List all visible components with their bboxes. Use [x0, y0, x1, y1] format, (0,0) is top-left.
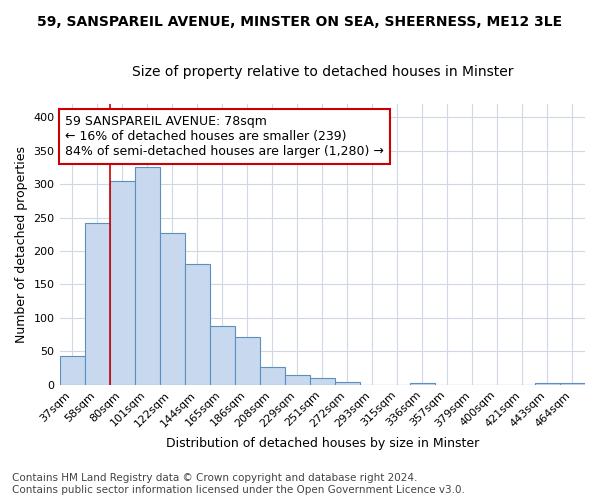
Bar — [285, 375, 310, 385]
Bar — [560, 383, 585, 385]
Bar — [209, 326, 235, 385]
Bar — [185, 264, 209, 385]
Y-axis label: Number of detached properties: Number of detached properties — [15, 146, 28, 343]
Text: Contains HM Land Registry data © Crown copyright and database right 2024.
Contai: Contains HM Land Registry data © Crown c… — [12, 474, 465, 495]
Text: 59 SANSPAREIL AVENUE: 78sqm
← 16% of detached houses are smaller (239)
84% of se: 59 SANSPAREIL AVENUE: 78sqm ← 16% of det… — [65, 115, 383, 158]
Title: Size of property relative to detached houses in Minster: Size of property relative to detached ho… — [131, 65, 513, 79]
Bar — [110, 180, 134, 385]
Text: 59, SANSPAREIL AVENUE, MINSTER ON SEA, SHEERNESS, ME12 3LE: 59, SANSPAREIL AVENUE, MINSTER ON SEA, S… — [37, 15, 563, 29]
X-axis label: Distribution of detached houses by size in Minster: Distribution of detached houses by size … — [166, 437, 479, 450]
Bar — [310, 378, 335, 385]
Bar — [160, 233, 185, 385]
Bar — [535, 383, 560, 385]
Bar — [85, 223, 110, 385]
Bar — [260, 368, 285, 385]
Bar — [410, 383, 435, 385]
Bar — [335, 382, 360, 385]
Bar — [235, 336, 260, 385]
Bar — [59, 356, 85, 385]
Bar — [134, 168, 160, 385]
